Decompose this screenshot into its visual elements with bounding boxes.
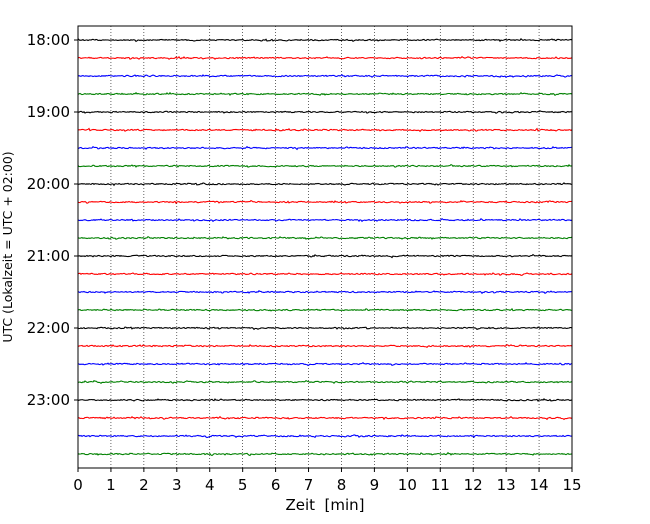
seismic-trace — [77, 182, 573, 187]
y-tick-label: 19:00 — [27, 103, 70, 121]
y-axis-label: UTC (Lokalzeit = UTC + 02:00) — [0, 151, 15, 342]
x-tick-label: 11 — [431, 476, 450, 494]
seismic-trace — [77, 163, 573, 168]
seismic-trace — [77, 253, 573, 259]
y-tick-label: 22:00 — [27, 319, 70, 337]
x-tick-label: 5 — [238, 476, 248, 494]
x-tick-label: 9 — [370, 476, 380, 494]
seismic-traces — [77, 38, 573, 457]
seismic-trace — [77, 398, 573, 402]
x-tick-label: 0 — [73, 476, 83, 494]
seismic-trace — [77, 308, 573, 312]
y-axis-ticks: 18:00 19:00 20:00 21:00 22:00 23:00 — [27, 31, 78, 409]
seismic-trace — [77, 73, 573, 78]
seismic-trace — [77, 434, 573, 439]
plot-area-frame — [77, 25, 573, 469]
seismic-trace — [77, 236, 573, 240]
seismic-trace — [77, 218, 573, 223]
x-tick-label: 13 — [497, 476, 516, 494]
x-tick-label: 12 — [464, 476, 483, 494]
x-axis-label: Zeit [min] — [285, 496, 364, 514]
y-tick-label: 20:00 — [27, 175, 70, 193]
seismic-trace — [77, 38, 573, 43]
x-tick-label: 2 — [139, 476, 149, 494]
seismic-trace — [77, 344, 573, 348]
seismic-trace — [77, 91, 573, 97]
y-tick-label: 23:00 — [27, 391, 70, 409]
x-tick-label: 8 — [337, 476, 347, 494]
seismic-trace — [77, 451, 573, 457]
x-tick-label: 14 — [530, 476, 549, 494]
seismic-trace — [77, 362, 573, 367]
seismic-trace — [77, 272, 573, 276]
seismic-trace — [77, 55, 573, 60]
seismic-trace — [77, 127, 573, 133]
x-tick-label: 7 — [304, 476, 314, 494]
x-tick-label: 4 — [205, 476, 215, 494]
seismic-trace — [77, 110, 573, 114]
seismic-trace — [77, 415, 573, 421]
seismic-trace — [77, 199, 573, 205]
x-tick-label: 3 — [172, 476, 182, 494]
seismic-trace — [77, 380, 573, 385]
y-tick-label: 21:00 — [27, 247, 70, 265]
y-tick-label: 18:00 — [27, 31, 70, 49]
seismic-trace — [77, 290, 573, 295]
x-tick-label: 6 — [271, 476, 281, 494]
x-tick-label: 1 — [106, 476, 116, 494]
x-tick-label: 10 — [398, 476, 417, 494]
x-tick-label: 15 — [562, 476, 581, 494]
x-axis-ticks: 0 1 2 3 4 5 6 7 8 9 10 11 12 13 14 15 — [73, 468, 582, 494]
seismic-trace — [77, 145, 573, 151]
seismic-trace — [77, 326, 573, 331]
